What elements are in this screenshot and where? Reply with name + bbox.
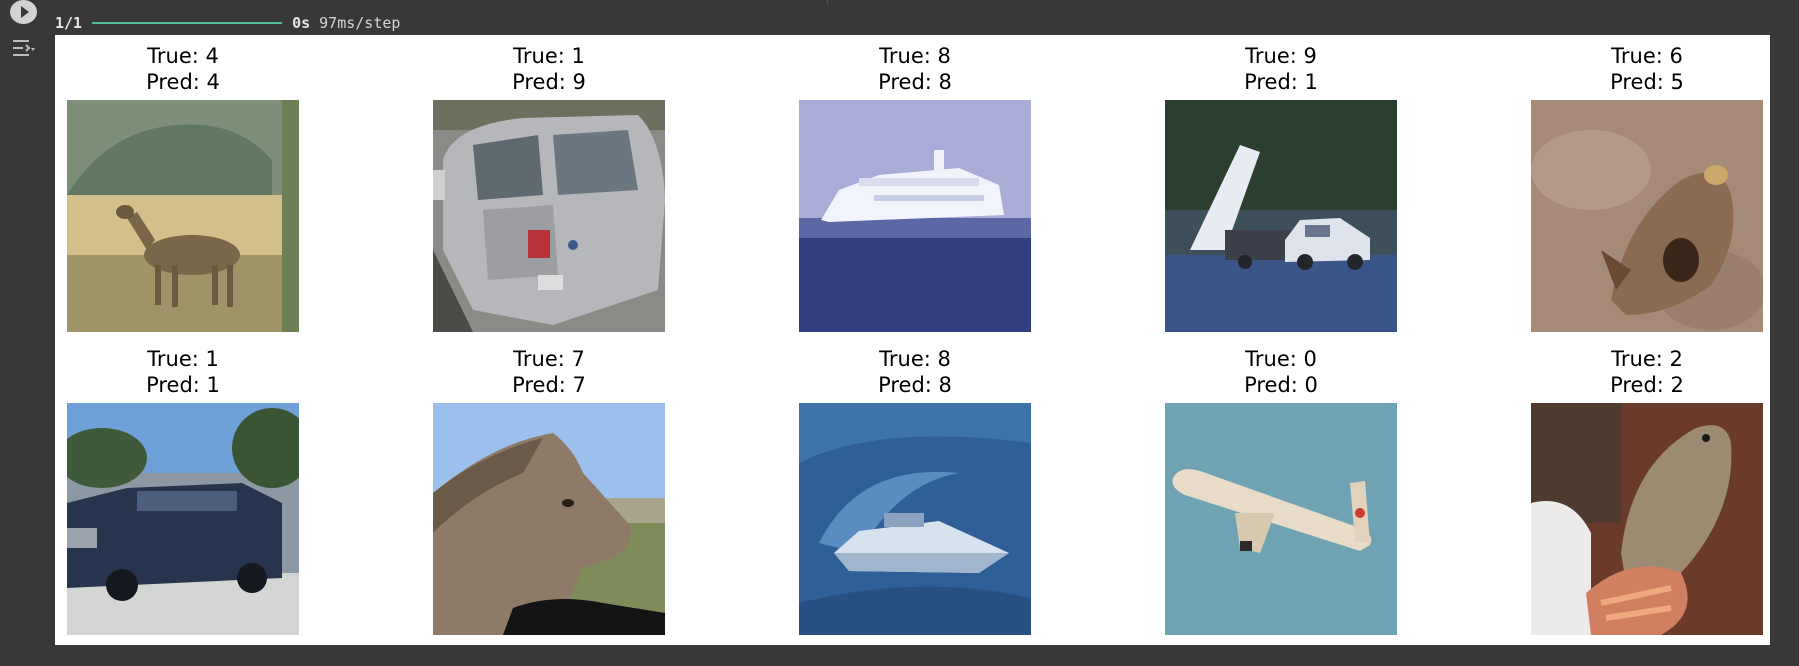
true-label: True: 6	[1611, 44, 1683, 68]
progress-bar-fill	[92, 22, 283, 24]
progress-step-time: 97ms/step	[319, 14, 401, 32]
prediction-figure: True: 4 Pred: 4 True: 1 Pred: 9	[55, 35, 1770, 645]
pred-label: Pred: 0	[1244, 373, 1318, 397]
pred-label: Pred: 7	[512, 373, 586, 397]
frog-image	[1531, 100, 1763, 332]
pred-label: Pred: 9	[512, 70, 586, 94]
bird-image	[1531, 403, 1763, 635]
true-label: True: 2	[1611, 347, 1683, 371]
progress-time: 0s	[292, 14, 311, 32]
pred-label: Pred: 8	[878, 70, 952, 94]
boat-image	[799, 403, 1031, 635]
pred-label: Pred: 4	[146, 70, 220, 94]
pred-label: Pred: 1	[1244, 70, 1318, 94]
true-label: True: 1	[147, 347, 219, 371]
true-label: True: 9	[1245, 44, 1317, 68]
pred-label: Pred: 5	[1610, 70, 1684, 94]
cell-divider	[827, 0, 828, 4]
output-menu-icon[interactable]	[10, 36, 38, 60]
pred-label: Pred: 1	[146, 373, 220, 397]
truck-image	[1165, 100, 1397, 332]
horse-image	[433, 403, 665, 635]
run-cell-button[interactable]	[10, 0, 37, 24]
deer-image	[67, 100, 299, 332]
car-image	[433, 100, 665, 332]
true-label: True: 7	[513, 347, 585, 371]
true-label: True: 8	[879, 44, 951, 68]
progress-bar	[92, 22, 283, 24]
airplane-image	[1165, 403, 1397, 635]
cell-gutter	[0, 0, 48, 666]
true-label: True: 1	[513, 44, 585, 68]
true-label: True: 4	[147, 44, 219, 68]
ship-image	[799, 100, 1031, 332]
progress-count: 1/1	[55, 14, 83, 32]
pred-label: Pred: 8	[878, 373, 952, 397]
pred-label: Pred: 2	[1610, 373, 1684, 397]
progress-output: 1/1 0s 97ms/step	[55, 13, 400, 33]
car-image	[67, 403, 299, 635]
true-label: True: 8	[879, 347, 951, 371]
true-label: True: 0	[1245, 347, 1317, 371]
